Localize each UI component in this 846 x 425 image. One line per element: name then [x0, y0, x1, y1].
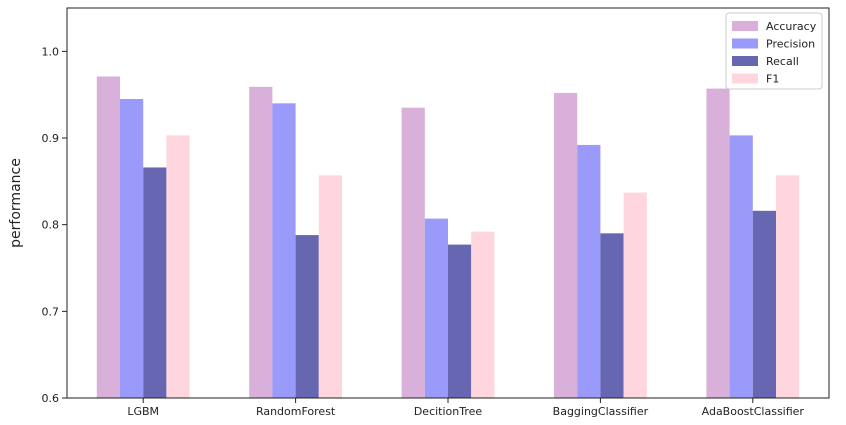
- bar-recall-baggingclassifier: [600, 233, 624, 398]
- bar-precision-adaboostclassifier: [729, 135, 753, 398]
- bar-recall-lgbm: [143, 167, 167, 398]
- bar-accuracy-lgbm: [96, 76, 120, 398]
- legend-swatch-f1: [732, 73, 758, 84]
- legend-swatch-recall: [732, 56, 758, 66]
- bar-accuracy-randomforest: [249, 86, 273, 399]
- bar-f1-adaboostclassifier: [776, 175, 800, 398]
- x-axis: LGBM RandomForest DecitionTree BaggingClass…: [127, 398, 804, 418]
- y-tick-label: 0.7: [42, 305, 60, 318]
- x-tick-label: LGBM: [127, 405, 159, 418]
- legend-label-f1: F1: [766, 73, 779, 86]
- legend-box: [725, 12, 823, 90]
- y-axis: 0.6 0.7 0.8 0.9 1.0: [42, 45, 67, 405]
- legend-swatch-accuracy: [732, 21, 758, 31]
- legend-label-recall: Recall: [766, 55, 799, 68]
- bar-recall-randomforest: [295, 235, 319, 398]
- bar-accuracy-adaboostclassifier: [706, 88, 730, 398]
- bar-accuracy-decitiontree: [401, 107, 425, 399]
- bar-accuracy-baggingclassifier: [554, 92, 578, 399]
- x-tick-label: DecitionTree: [414, 405, 483, 418]
- legend-label-precision: Precision: [766, 38, 815, 51]
- x-tick-label: AdaBoostClassifier: [702, 405, 805, 418]
- bar-precision-baggingclassifier: [577, 144, 601, 398]
- bars-group: [96, 76, 800, 399]
- y-tick-label: 0.8: [42, 219, 60, 232]
- legend: Accuracy Precision Recall F1: [725, 12, 823, 90]
- x-tick-label: RandomForest: [256, 405, 336, 418]
- bar-f1-decitiontree: [471, 231, 495, 398]
- bar-recall-decitiontree: [448, 244, 472, 398]
- legend-label-accuracy: Accuracy: [766, 20, 817, 33]
- bar-precision-lgbm: [120, 99, 144, 398]
- bar-f1-randomforest: [318, 175, 342, 398]
- bar-recall-adaboostclassifier: [752, 210, 776, 398]
- bar-f1-lgbm: [166, 135, 190, 398]
- y-axis-label: performance: [8, 158, 24, 248]
- y-tick-label: 1.0: [42, 45, 60, 58]
- bar-precision-decitiontree: [424, 218, 448, 398]
- y-tick-label: 0.9: [42, 132, 60, 145]
- bar-f1-baggingclassifier: [623, 192, 647, 398]
- y-tick-label: 0.6: [42, 392, 60, 405]
- legend-swatch-precision: [732, 38, 758, 49]
- x-tick-label: BaggingClassifier: [553, 405, 649, 418]
- bar-precision-randomforest: [272, 103, 296, 398]
